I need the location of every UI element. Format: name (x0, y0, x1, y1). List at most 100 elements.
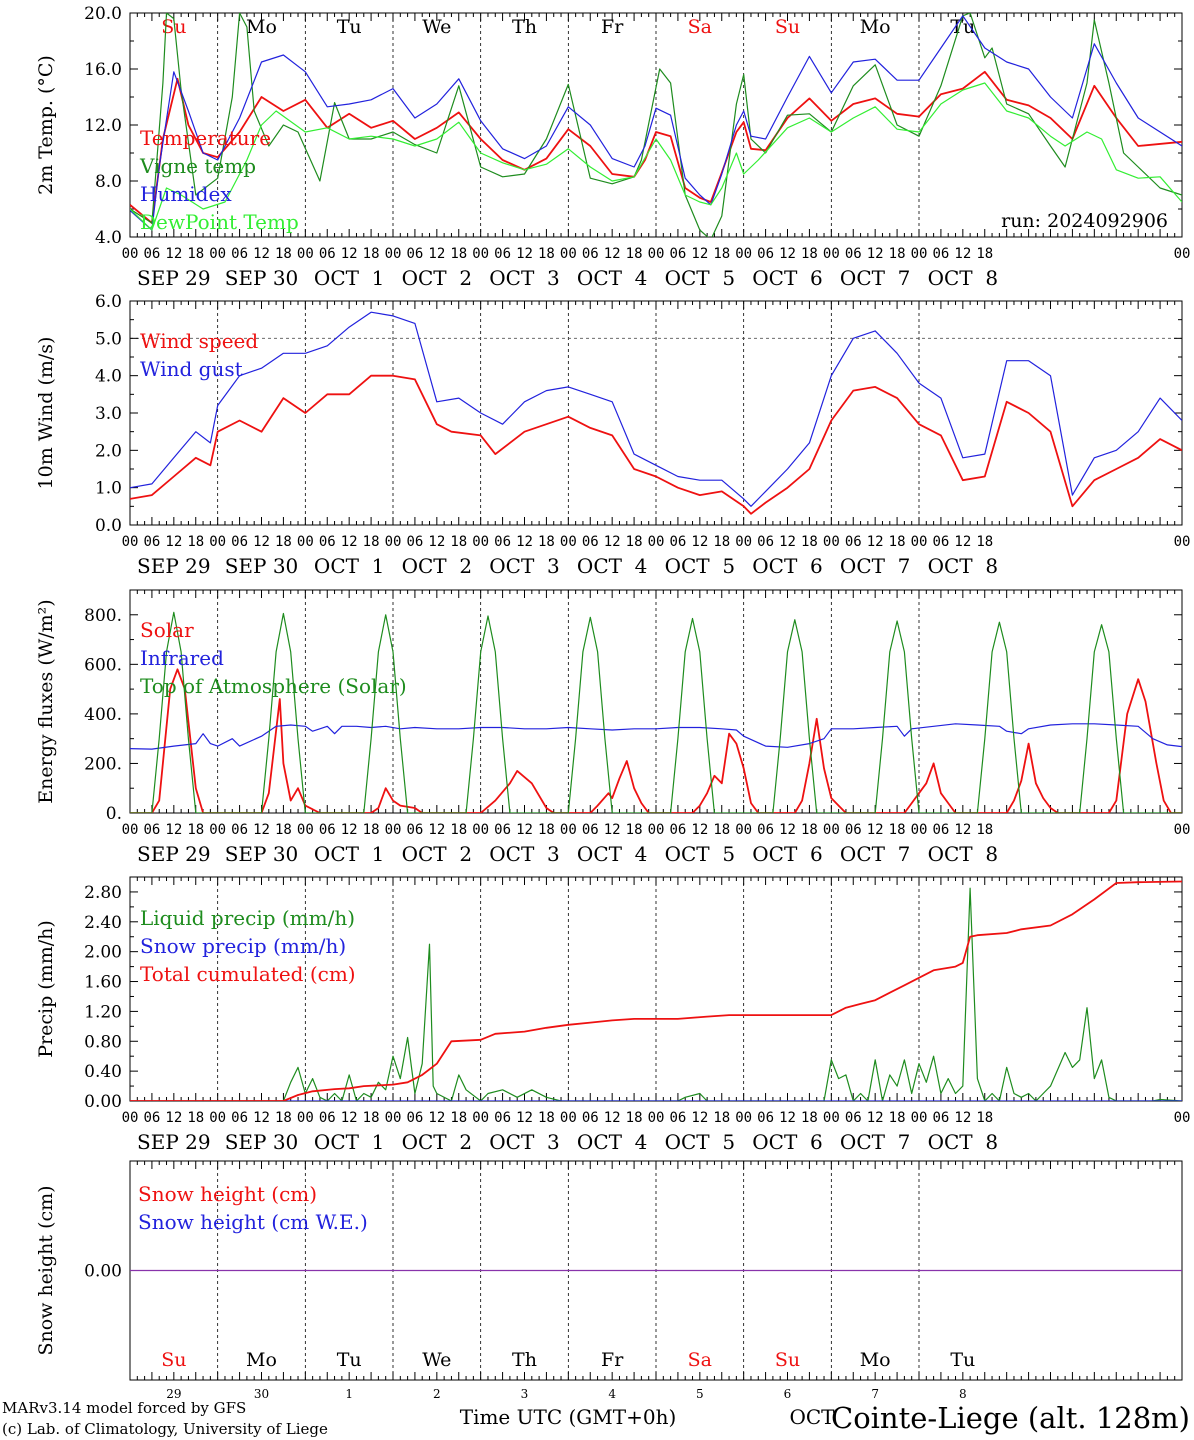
hour-label: 00 (911, 822, 928, 838)
hour-label: 12 (165, 246, 182, 262)
date-label: OCT 7 (840, 842, 910, 866)
hour-label: 06 (932, 822, 949, 838)
hour-label: 12 (341, 534, 358, 550)
hour-label: 06 (757, 534, 774, 550)
date-label: OCT 2 (402, 554, 472, 578)
date-label: OCT 8 (928, 554, 998, 578)
hour-label: 12 (341, 1110, 358, 1126)
y-tick-label: 5.0 (95, 329, 122, 349)
hour-label: 12 (253, 822, 270, 838)
hour-label: 18 (187, 534, 204, 550)
day-number: 4 (608, 1387, 616, 1401)
date-label: OCT 8 (928, 842, 998, 866)
hour-label: 12 (341, 822, 358, 838)
date-label: SEP 30 (225, 266, 299, 290)
hour-label: 06 (582, 822, 599, 838)
y-axis-label: 10m Wind (m/s) (35, 337, 57, 490)
hour-label: 12 (604, 534, 621, 550)
hour-label: 12 (165, 822, 182, 838)
date-label: OCT 2 (402, 1130, 472, 1154)
hour-label: 00 (122, 534, 139, 550)
hour-label: 00 (1174, 534, 1191, 550)
hour-label: 00 (823, 534, 840, 550)
hour-label: 12 (867, 246, 884, 262)
hour-label: 00 (472, 246, 489, 262)
date-label: OCT 4 (577, 266, 647, 290)
hour-label: 12 (165, 1110, 182, 1126)
hour-label: 18 (187, 822, 204, 838)
hour-label: 00 (735, 534, 752, 550)
hour-label: 12 (516, 534, 533, 550)
x-axis-title: Time UTC (GMT+0h) (460, 1405, 677, 1429)
hour-label: 18 (713, 534, 730, 550)
hour-label: 00 (911, 1110, 928, 1126)
day-name: Su (161, 16, 186, 38)
y-tick-label: 20.0 (84, 4, 122, 24)
day-name: We (422, 1349, 451, 1371)
y-tick-label: 0.00 (84, 1262, 122, 1282)
hour-label: 06 (494, 1110, 511, 1126)
legend-entry: Snow precip (mm/h) (140, 934, 346, 958)
date-label: SEP 29 (137, 1130, 211, 1154)
date-label: OCT 6 (752, 266, 822, 290)
y-tick-label: 0.80 (84, 1032, 122, 1052)
hour-label: 06 (669, 534, 686, 550)
series-line (130, 15, 1182, 231)
date-label: SEP 30 (225, 554, 299, 578)
hour-label: 18 (626, 1110, 643, 1126)
hour-label: 18 (363, 246, 380, 262)
hour-label: 00 (648, 246, 665, 262)
hour-label: 18 (275, 246, 292, 262)
series-group (130, 611, 1182, 813)
panels: 4.08.012.016.020.02m Temp. (°C)00 06 12 18S… (35, 4, 1190, 1401)
hour-label: 18 (801, 534, 818, 550)
date-label: OCT 8 (928, 1130, 998, 1154)
hour-label: 06 (231, 534, 248, 550)
hour-label: 06 (231, 1110, 248, 1126)
hour-label: 00 (823, 822, 840, 838)
y-tick-label: 1.20 (84, 1002, 122, 1022)
hour-label: 12 (428, 822, 445, 838)
hour-label: 12 (428, 246, 445, 262)
y-tick-label: 4.0 (95, 367, 122, 387)
hour-label: 18 (450, 822, 467, 838)
hour-label: 18 (976, 534, 993, 550)
hour-label: 06 (757, 822, 774, 838)
hour-label: 18 (801, 1110, 818, 1126)
hour-label: 06 (319, 822, 336, 838)
hour-label: 18 (187, 1110, 204, 1126)
y-tick-label: 0.40 (84, 1062, 122, 1082)
hour-label: 18 (450, 534, 467, 550)
day-name: Sa (688, 16, 712, 38)
day-number: 8 (959, 1387, 967, 1401)
date-label: SEP 29 (137, 842, 211, 866)
hour-label: 06 (582, 534, 599, 550)
hour-label: 00 (297, 246, 314, 262)
y-tick-label: 1.60 (84, 973, 122, 993)
hour-label: 18 (275, 822, 292, 838)
hour-label: 12 (954, 246, 971, 262)
hour-label: 00 (1174, 822, 1191, 838)
hour-label: 06 (669, 246, 686, 262)
series-line (130, 311, 1182, 507)
hour-label: 18 (363, 534, 380, 550)
hour-label: 18 (889, 822, 906, 838)
hour-label: 12 (604, 246, 621, 262)
hour-label: 00 (122, 1110, 139, 1126)
day-name: Tu (950, 1349, 975, 1371)
hour-label: 00 (122, 246, 139, 262)
hour-label: 00 (560, 822, 577, 838)
hour-label: 06 (494, 246, 511, 262)
day-name: Tu (950, 16, 975, 38)
plot-frame (129, 12, 1183, 238)
date-label: OCT 6 (752, 554, 822, 578)
hour-label: 00 (1174, 246, 1191, 262)
run-label: run: 2024092906 (1001, 210, 1168, 232)
date-label: OCT 2 (402, 266, 472, 290)
hour-label: 12 (691, 822, 708, 838)
y-tick-label: 8.0 (95, 172, 122, 192)
hour-label: 00 (297, 1110, 314, 1126)
hour-label: 12 (253, 1110, 270, 1126)
